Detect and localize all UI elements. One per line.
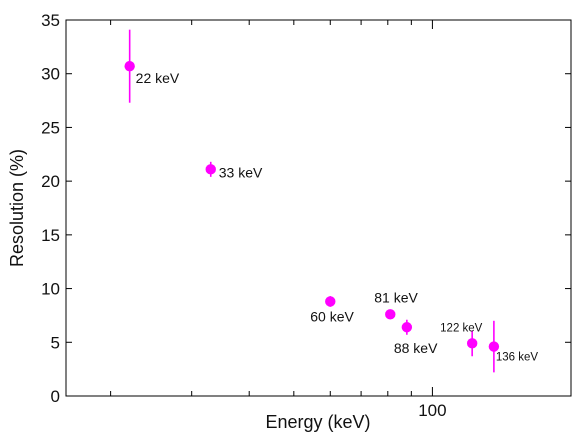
y-tick-label: 0	[51, 387, 60, 406]
data-label: 33 keV	[219, 164, 263, 180]
x-axis: 100	[110, 20, 572, 420]
y-tick-label: 25	[41, 118, 60, 137]
data-label: 22 keV	[136, 70, 180, 86]
data-point: 60 keV	[310, 296, 355, 324]
y-axis: 0 5 10 15 20 25 30 35	[41, 11, 571, 406]
y-tick-label: 35	[41, 11, 60, 30]
data-marker	[401, 322, 413, 333]
data-label: 136 keV	[496, 352, 539, 364]
data-label: 60 keV	[310, 308, 354, 324]
data-marker	[124, 60, 135, 72]
y-tick-label: 20	[41, 172, 60, 191]
data-marker	[488, 341, 500, 352]
data-point: 22 keV	[124, 29, 180, 103]
data-marker	[205, 164, 216, 175]
x-axis-title: Energy (keV)	[265, 412, 370, 432]
data-point: 88 keV	[394, 319, 438, 356]
data-marker	[325, 296, 336, 307]
data-marker	[466, 338, 478, 349]
x-tick-label: 100	[418, 401, 446, 420]
y-axis-title: Resolution (%)	[7, 149, 27, 267]
data-point: 81 keV	[374, 289, 419, 320]
y-tick-label: 5	[51, 333, 60, 352]
data-label: 88 keV	[394, 340, 438, 356]
data-label: 81 keV	[374, 289, 418, 305]
y-tick-label: 30	[41, 65, 60, 84]
data-point: 122 keV	[440, 322, 483, 357]
y-tick-label: 10	[41, 280, 60, 299]
data-marker	[385, 309, 396, 320]
data-point: 33 keV	[205, 161, 263, 180]
y-tick-label: 15	[41, 226, 60, 245]
data-label: 122 keV	[440, 322, 483, 334]
plot-frame	[65, 19, 572, 397]
data-point: 136 keV	[488, 320, 539, 373]
